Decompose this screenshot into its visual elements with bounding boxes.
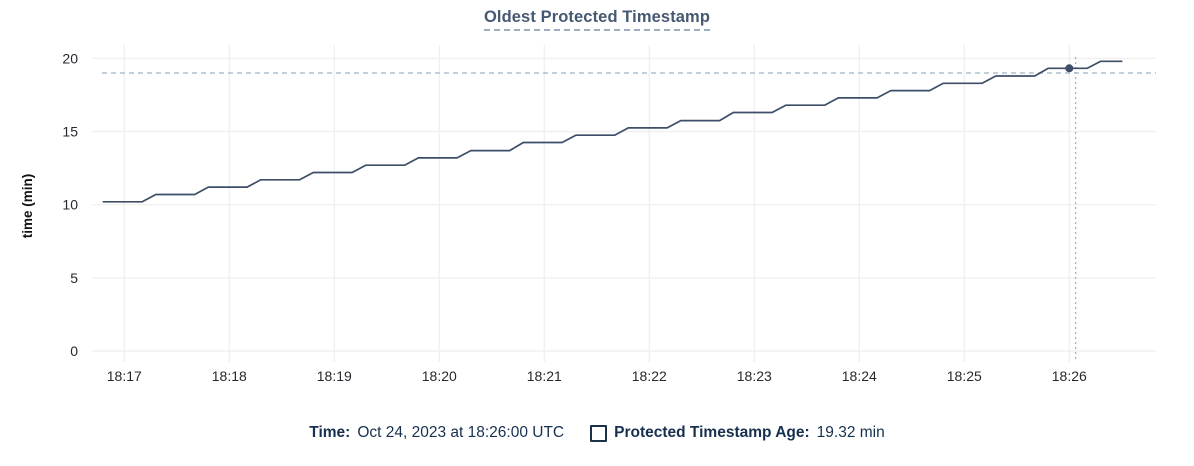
x-tick-label: 18:22 (632, 368, 667, 384)
x-tick-label: 18:25 (947, 368, 982, 384)
series-line (102, 60, 1123, 203)
time-label: Time: (309, 424, 351, 441)
x-tick-label: 18:24 (842, 368, 877, 384)
y-tick-label: 10 (62, 197, 78, 213)
series-legend-toggle[interactable]: Protected Timestamp Age: (590, 424, 817, 442)
x-tick-label: 18:23 (737, 368, 772, 384)
series-value: 19.32 min (816, 424, 885, 441)
x-tick-label: 18:17 (107, 368, 142, 384)
y-tick-label: 15 (62, 124, 78, 140)
series-checkbox[interactable] (590, 424, 608, 442)
time-value: Oct 24, 2023 at 18:26:00 UTC (357, 424, 565, 441)
hover-point-dot (1065, 64, 1074, 73)
chart-title-row: Oldest Protected Timestamp (0, 8, 1194, 31)
x-tick-label: 18:26 (1052, 368, 1087, 384)
x-tick-label: 18:19 (317, 368, 352, 384)
y-axis-title: time (min) (20, 174, 35, 239)
chart-footer-legend: Time: Oct 24, 2023 at 18:26:00 UTC Prote… (0, 420, 1194, 446)
y-tick-label: 0 (70, 343, 78, 359)
x-tick-label: 18:20 (422, 368, 457, 384)
x-tick-label: 18:21 (527, 368, 562, 384)
chart-canvas[interactable]: 0 5 10 15 20 18:17 18:18 18:19 18:20 18:21 18:22 18… (0, 0, 1194, 400)
x-tick-label: 18:18 (212, 368, 247, 384)
chart-title[interactable]: Oldest Protected Timestamp (483, 8, 711, 31)
y-tick-label: 20 (62, 50, 78, 66)
series-label: Protected Timestamp Age: (614, 424, 810, 441)
y-tick-label: 5 (70, 270, 78, 286)
